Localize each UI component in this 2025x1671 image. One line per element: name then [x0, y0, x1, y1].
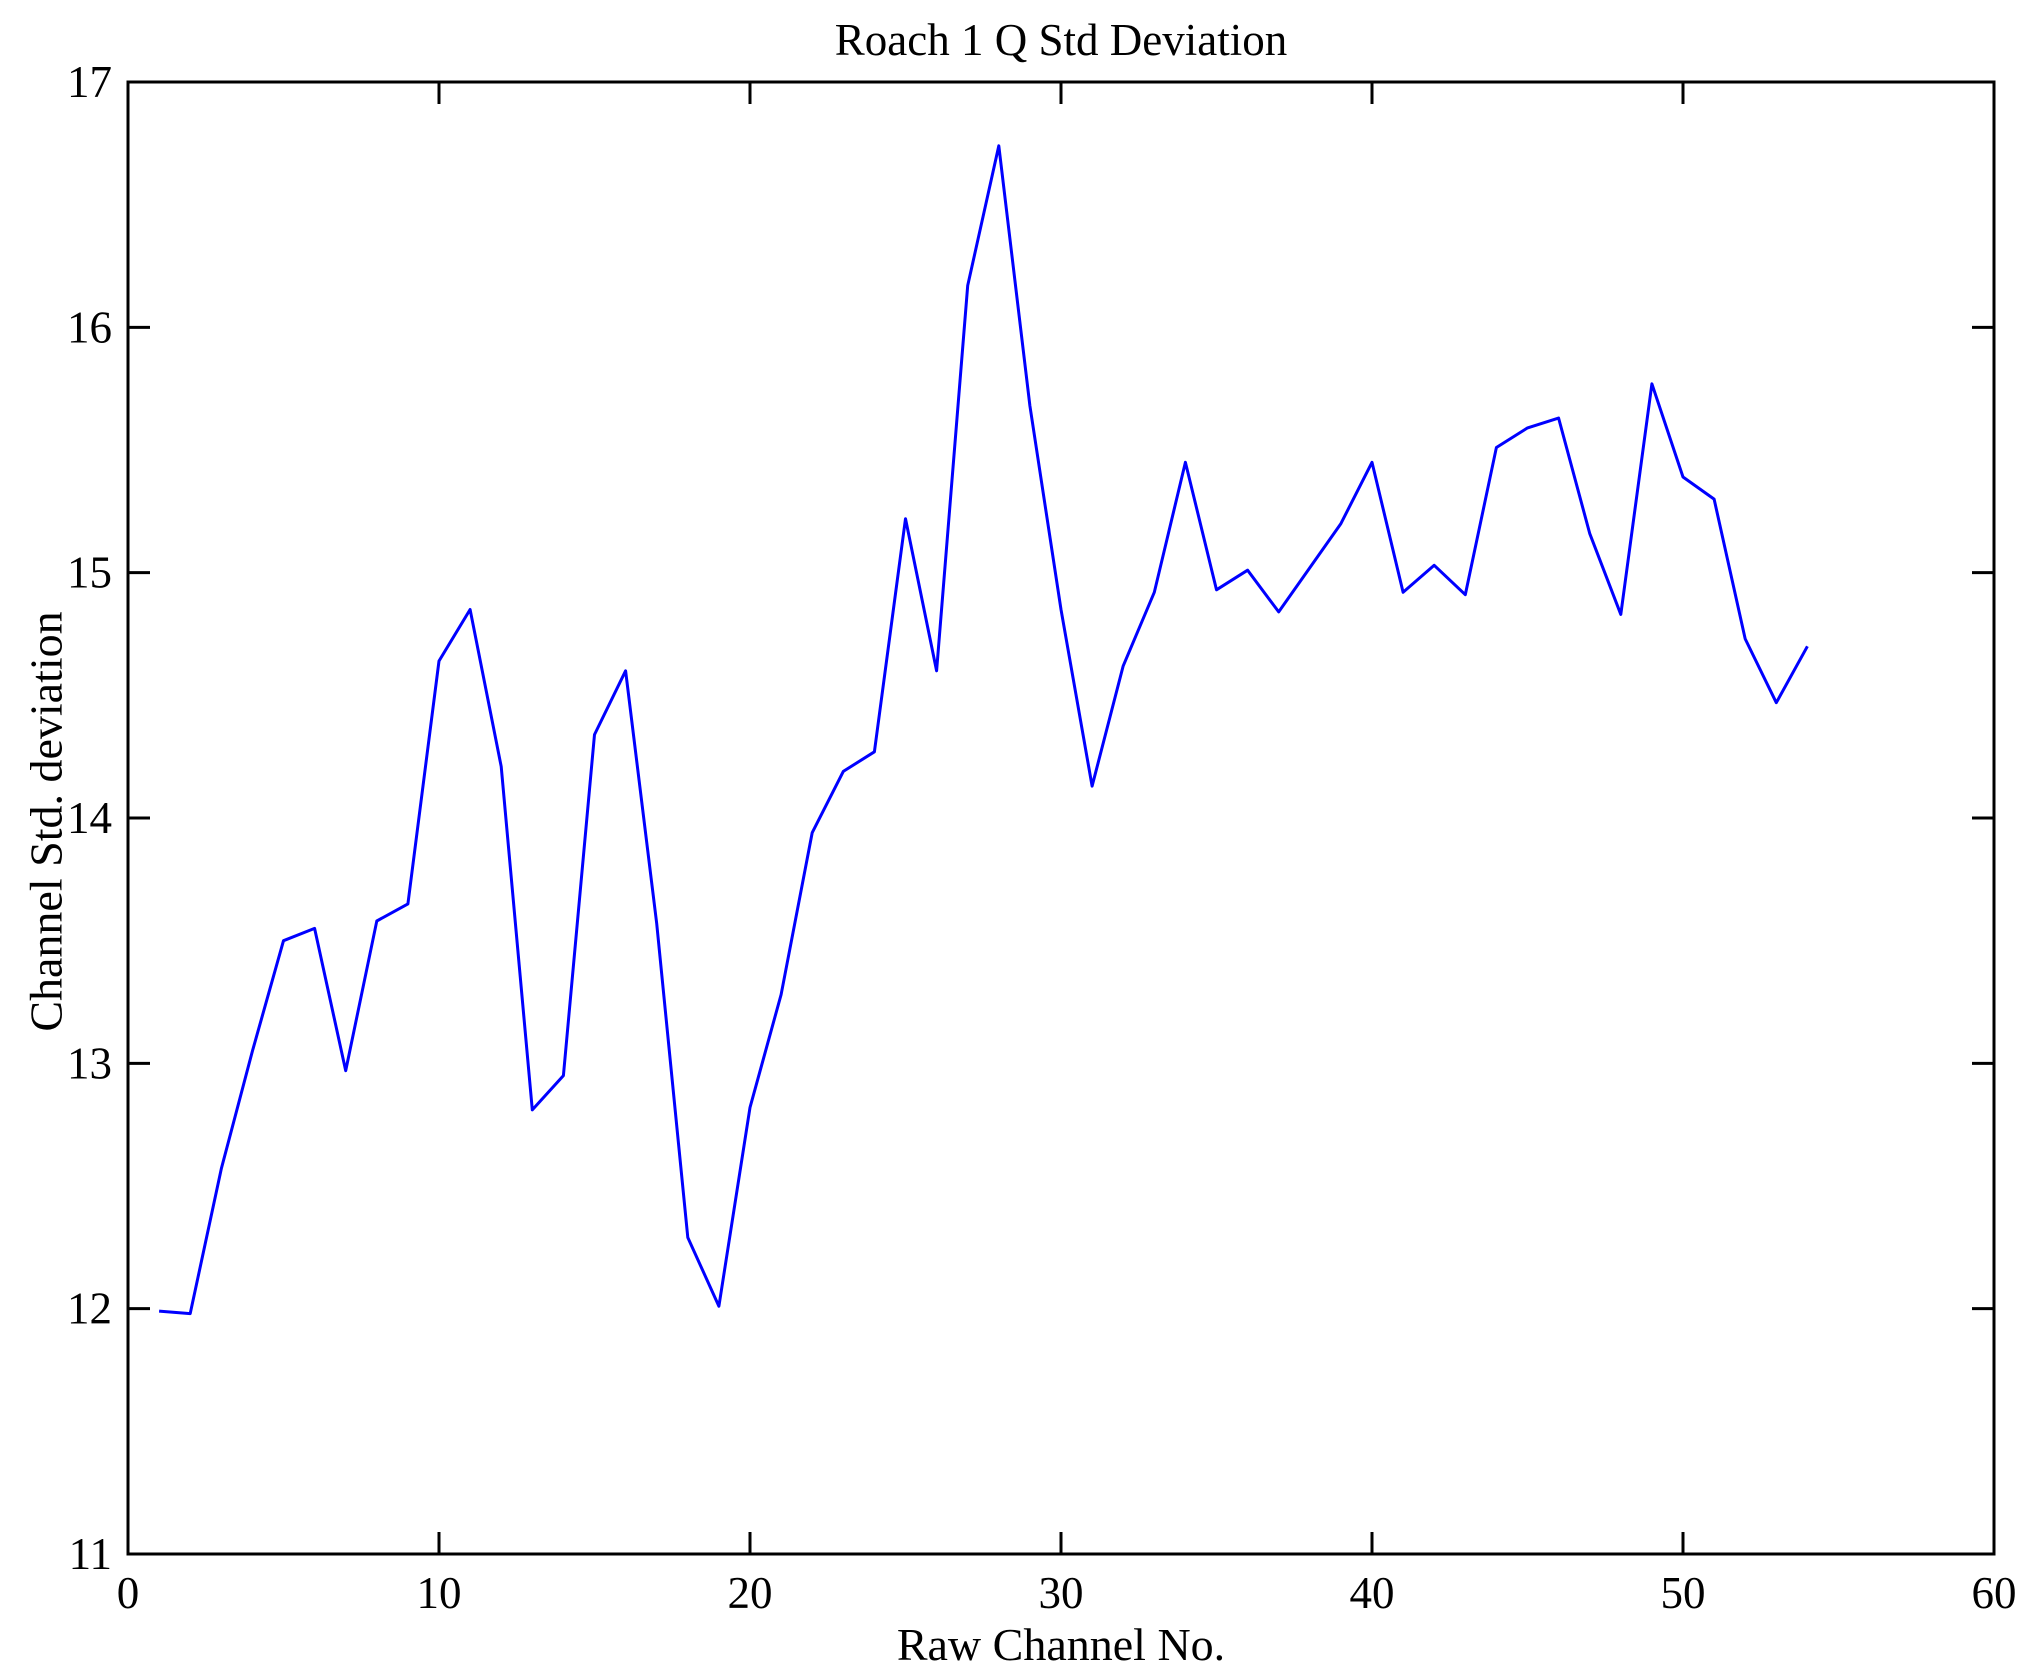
y-tick-label: 13 — [67, 1038, 112, 1088]
y-tick-label: 15 — [67, 548, 112, 598]
y-tick-label: 17 — [67, 57, 112, 107]
x-tick-label: 40 — [1350, 1568, 1395, 1618]
x-tick-label: 30 — [1039, 1568, 1084, 1618]
data-series-line — [158, 144, 1809, 1316]
y-tick-label: 16 — [67, 302, 112, 352]
chart-title: Roach 1 Q Std Deviation — [834, 15, 1288, 65]
y-tick-label: 11 — [69, 1529, 112, 1579]
axes-box — [126, 80, 1996, 1556]
x-tick-label: 10 — [417, 1568, 462, 1618]
y-tick-label: 14 — [67, 793, 112, 843]
y-axis-label: Channel Std. deviation — [20, 611, 72, 1032]
x-tick-label: 60 — [1972, 1568, 2017, 1618]
x-tick-label: 50 — [1661, 1568, 1706, 1618]
x-axis-label: Raw Channel No. — [896, 1619, 1226, 1670]
x-tick-label: 20 — [728, 1568, 773, 1618]
y-tick-label: 12 — [67, 1284, 112, 1334]
x-tick-label: 0 — [117, 1568, 140, 1618]
